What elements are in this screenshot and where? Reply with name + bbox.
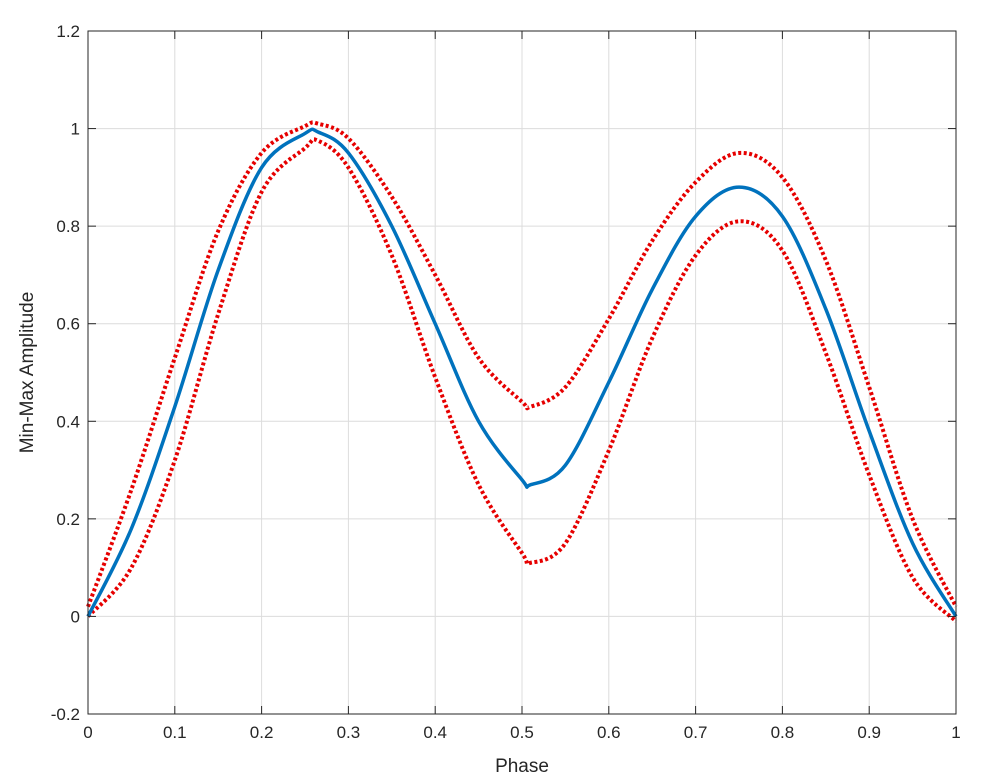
x-tick-label: 0.9 [857, 723, 881, 742]
x-tick-label: 0 [83, 723, 92, 742]
y-axis-label: Min-Max Amplitude [17, 292, 38, 454]
x-tick-label: 0.3 [337, 723, 361, 742]
x-tick-label: 0.2 [250, 723, 274, 742]
x-tick-label: 0.8 [771, 723, 795, 742]
y-tick-label: 0 [71, 607, 80, 626]
grid-lines [87, 30, 957, 715]
y-tick-label: 0.6 [56, 315, 80, 334]
x-tick-label: 0.5 [510, 723, 534, 742]
x-tick-label: 0.4 [423, 723, 447, 742]
x-tick-label: 1 [951, 723, 960, 742]
x-tick-label: 0.7 [684, 723, 708, 742]
series-lines [86, 120, 958, 623]
y-tick-label: 0.8 [56, 217, 80, 236]
y-tick-label: 0.2 [56, 510, 80, 529]
series-line-lower-bound [86, 137, 958, 623]
y-tick-label: -0.2 [51, 705, 80, 724]
x-axis-label: Phase [495, 756, 549, 777]
x-tick-label: 0.1 [163, 723, 187, 742]
series-line-upper-bound [86, 120, 958, 608]
y-tick-label: 1 [71, 120, 80, 139]
x-tick-label: 0.6 [597, 723, 621, 742]
series-line-mean [86, 127, 958, 618]
y-tick-label: 0.4 [56, 412, 80, 431]
y-tick-label: 1.2 [56, 22, 80, 41]
tick-labels: 0 0.1 0.2 0.3 0.4 0.5 0.6 0.7 0.8 0.9 1-0.200.20.4… [51, 22, 961, 742]
